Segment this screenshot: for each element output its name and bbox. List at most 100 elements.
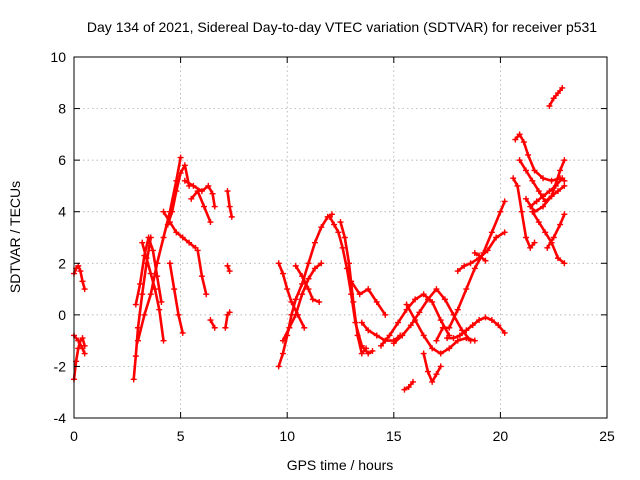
data-point xyxy=(81,350,88,357)
data-point xyxy=(476,252,483,259)
series-track-12 xyxy=(188,188,214,226)
series-line xyxy=(162,210,197,250)
data-point xyxy=(279,337,286,344)
data-point xyxy=(493,234,500,241)
data-point xyxy=(132,301,139,308)
data-point xyxy=(518,208,525,215)
data-point xyxy=(554,90,561,97)
data-point xyxy=(444,335,451,342)
data-point xyxy=(454,306,461,313)
series-track-19 xyxy=(275,260,308,331)
data-point xyxy=(305,275,312,282)
data-point xyxy=(412,296,419,303)
data-point xyxy=(226,203,233,210)
data-point xyxy=(75,262,82,269)
data-point xyxy=(525,151,532,158)
data-point xyxy=(147,270,154,277)
data-point xyxy=(286,324,293,331)
data-point xyxy=(318,224,325,231)
data-point xyxy=(557,167,564,174)
data-point xyxy=(365,350,372,357)
data-point xyxy=(544,244,551,251)
data-point xyxy=(190,182,197,189)
data-point xyxy=(401,386,408,393)
series-line xyxy=(72,334,86,355)
data-point xyxy=(166,219,173,226)
data-point xyxy=(145,234,152,241)
data-point xyxy=(226,268,233,275)
series-line xyxy=(548,86,564,108)
data-point xyxy=(156,306,163,313)
data-point xyxy=(284,286,291,293)
data-point xyxy=(510,175,517,182)
data-point xyxy=(134,337,141,344)
data-point xyxy=(348,278,355,285)
data-point xyxy=(476,317,483,324)
series-track-14 xyxy=(207,317,218,331)
data-point xyxy=(132,353,139,360)
data-point xyxy=(550,95,557,102)
data-point xyxy=(527,203,534,210)
data-point xyxy=(181,177,188,184)
data-point xyxy=(222,324,229,331)
y-tick-label: -2 xyxy=(54,358,67,374)
series-line xyxy=(136,156,182,342)
data-point xyxy=(561,157,568,164)
data-point xyxy=(158,298,165,305)
axis-ticks: 0 5 10 15 20 25 -4 -2 0 2 4 6 8 10 xyxy=(50,49,615,444)
series-line xyxy=(531,210,566,265)
data-point xyxy=(529,208,536,215)
series-track-35 xyxy=(510,175,538,251)
data-point xyxy=(226,309,233,316)
data-point xyxy=(337,219,344,226)
data-point xyxy=(181,162,188,169)
series-track-15 xyxy=(224,188,235,220)
data-point xyxy=(546,102,553,109)
series-line xyxy=(513,133,566,183)
data-point xyxy=(514,182,521,189)
data-point xyxy=(454,268,461,275)
data-point xyxy=(288,298,295,305)
data-point xyxy=(439,324,446,331)
data-point xyxy=(433,337,440,344)
data-point xyxy=(405,384,412,391)
series-line xyxy=(524,158,566,213)
data-point xyxy=(326,213,333,220)
data-point xyxy=(550,234,557,241)
data-point xyxy=(160,208,167,215)
data-point xyxy=(166,260,173,267)
data-point xyxy=(420,291,427,298)
data-point xyxy=(311,265,318,272)
data-point xyxy=(205,182,212,189)
data-point xyxy=(463,335,470,342)
y-axis-label: SDTVAR / TECUs xyxy=(7,181,23,293)
data-point xyxy=(520,139,527,146)
series-track-10 xyxy=(166,260,186,336)
series-line xyxy=(168,261,184,335)
data-point xyxy=(160,234,167,241)
plot-frame xyxy=(73,56,608,419)
data-point xyxy=(488,229,495,236)
data-point xyxy=(446,345,453,352)
series-line xyxy=(277,261,306,330)
data-point xyxy=(512,136,519,143)
data-point xyxy=(149,247,156,254)
data-point xyxy=(316,298,323,305)
data-point xyxy=(501,198,508,205)
data-point xyxy=(171,286,178,293)
data-point xyxy=(177,170,184,177)
data-point xyxy=(299,273,306,280)
data-point xyxy=(433,286,440,293)
data-point xyxy=(137,280,144,287)
series-track-4 xyxy=(130,234,154,383)
data-point xyxy=(501,329,508,336)
x-tick-label: 5 xyxy=(177,428,185,444)
data-point xyxy=(471,337,478,344)
data-point xyxy=(79,278,86,285)
data-point xyxy=(522,195,529,202)
data-point xyxy=(420,332,427,339)
data-point xyxy=(211,324,218,331)
data-point xyxy=(141,311,148,318)
data-point xyxy=(533,198,540,205)
data-point xyxy=(531,167,538,174)
